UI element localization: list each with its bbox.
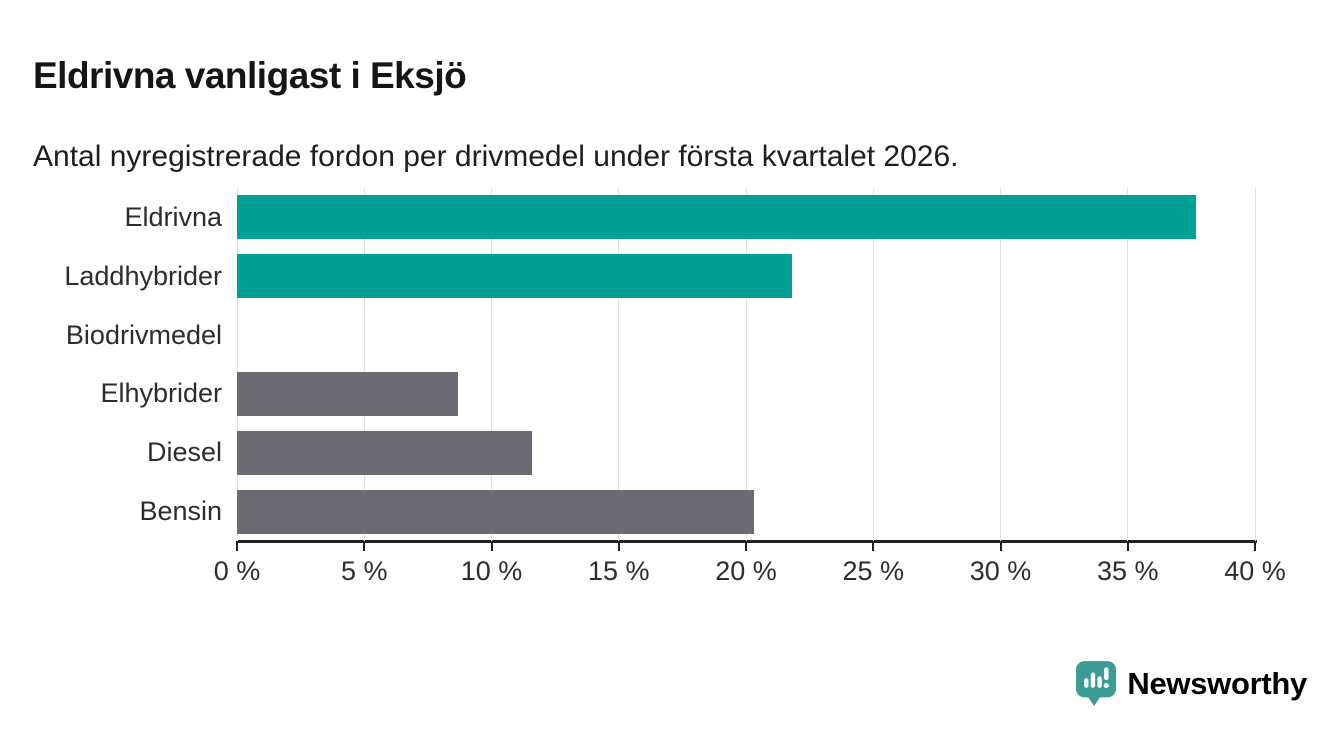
x-axis-tick-label: 10 % — [460, 556, 523, 586]
gridline — [745, 188, 747, 541]
bar-bensin — [237, 489, 754, 534]
category-label: Elhybrider — [100, 378, 222, 409]
category-labels: Eldrivna Laddhybrider Biodrivmedel Elhybrid… — [0, 188, 222, 541]
bar-diesel — [237, 430, 533, 475]
category-label: Eldrivna — [124, 201, 222, 232]
x-axis-tick-label: 30 % — [969, 556, 1032, 586]
x-axis-line — [237, 540, 1257, 543]
bar-eldrivna — [237, 195, 1197, 240]
x-axis-tick — [1254, 541, 1256, 551]
x-axis-tick — [490, 541, 493, 551]
category-label: Bensin — [139, 496, 222, 527]
x-axis-tick-label: 0 % — [213, 556, 261, 586]
gridline — [491, 188, 492, 541]
gridline — [618, 188, 620, 541]
brand-name: Newsworthy — [1127, 666, 1307, 701]
x-axis-tick-label: 25 % — [842, 556, 905, 586]
page-title: Eldrivna vanligast i Eksjö — [33, 54, 467, 96]
x-axis-tick — [236, 541, 238, 551]
category-label: Laddhybrider — [64, 260, 222, 291]
x-axis-tick-label: 5 % — [340, 556, 388, 586]
gridline — [872, 188, 874, 541]
gridline — [1000, 188, 1001, 541]
x-axis-tick-label: 15 % — [587, 556, 650, 586]
x-axis-tick — [363, 541, 366, 551]
newsworthy-logo-icon — [1075, 660, 1117, 708]
x-axis-tick-label: 40 % — [1224, 556, 1286, 586]
brand-footer: Newsworthy — [1075, 660, 1307, 708]
x-axis-tick-label: 20 % — [715, 556, 777, 586]
x-axis-tick-label: 35 % — [1096, 556, 1159, 586]
category-label: Diesel — [146, 437, 222, 468]
gridline — [1254, 188, 1256, 541]
chart-subtitle: Antal nyregistrerade fordon per drivmede… — [33, 140, 959, 173]
category-label: Biodrivmedel — [65, 319, 222, 350]
x-axis-tick — [745, 541, 747, 551]
x-axis-tick — [617, 541, 620, 551]
x-axis-tick — [1126, 541, 1129, 551]
bar-laddhybrider — [237, 254, 792, 299]
plot-area: 0 % 5 % 10 % 15 % 20 % 25 % 30 % 35 % 40 % — [214, 188, 1286, 586]
bar-elhybrider — [237, 371, 459, 416]
gridline — [363, 188, 365, 541]
gridline — [236, 188, 238, 541]
x-axis-tick — [999, 541, 1002, 551]
x-axis-tick — [872, 541, 875, 551]
gridline — [1127, 188, 1129, 541]
